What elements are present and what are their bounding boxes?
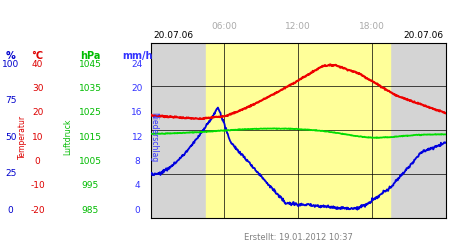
Text: %: % (6, 51, 15, 61)
Text: 20.07.06: 20.07.06 (153, 31, 193, 40)
Text: 1025: 1025 (79, 108, 102, 118)
Text: 40: 40 (32, 60, 43, 69)
Text: 16: 16 (131, 108, 143, 118)
Text: 0: 0 (35, 157, 40, 166)
Text: 20: 20 (32, 108, 43, 118)
Text: 12:00: 12:00 (285, 22, 311, 31)
Text: mm/h: mm/h (122, 51, 153, 61)
Text: 1005: 1005 (79, 157, 102, 166)
Text: 06:00: 06:00 (212, 22, 238, 31)
Text: -10: -10 (30, 182, 45, 190)
Text: 0: 0 (8, 206, 14, 215)
Text: 1035: 1035 (79, 84, 102, 93)
Text: 10: 10 (32, 133, 44, 142)
Text: -20: -20 (31, 206, 45, 215)
Bar (206, 42, 390, 218)
Text: 1015: 1015 (79, 133, 102, 142)
Text: 100: 100 (2, 60, 19, 69)
Text: 30: 30 (32, 84, 44, 93)
Text: 4: 4 (135, 182, 140, 190)
Text: 25: 25 (5, 169, 16, 178)
Text: 24: 24 (131, 60, 143, 69)
Text: Erstellt: 19.01.2012 10:37: Erstellt: 19.01.2012 10:37 (244, 234, 352, 242)
Text: 20.07.06: 20.07.06 (403, 31, 443, 40)
Text: 20: 20 (131, 84, 143, 93)
Text: 8: 8 (134, 157, 140, 166)
Text: 75: 75 (5, 96, 16, 105)
Text: 50: 50 (5, 133, 16, 142)
Text: Luftdruck: Luftdruck (63, 119, 72, 156)
Text: 995: 995 (82, 182, 99, 190)
Text: 1045: 1045 (79, 60, 102, 69)
Text: 18:00: 18:00 (359, 22, 385, 31)
Text: 12: 12 (131, 133, 143, 142)
Text: 0: 0 (134, 206, 140, 215)
Text: °C: °C (32, 51, 44, 61)
Text: Niederschlag: Niederschlag (149, 112, 158, 162)
Text: Temperatur: Temperatur (18, 115, 27, 159)
Text: hPa: hPa (80, 51, 101, 61)
Text: 985: 985 (82, 206, 99, 215)
